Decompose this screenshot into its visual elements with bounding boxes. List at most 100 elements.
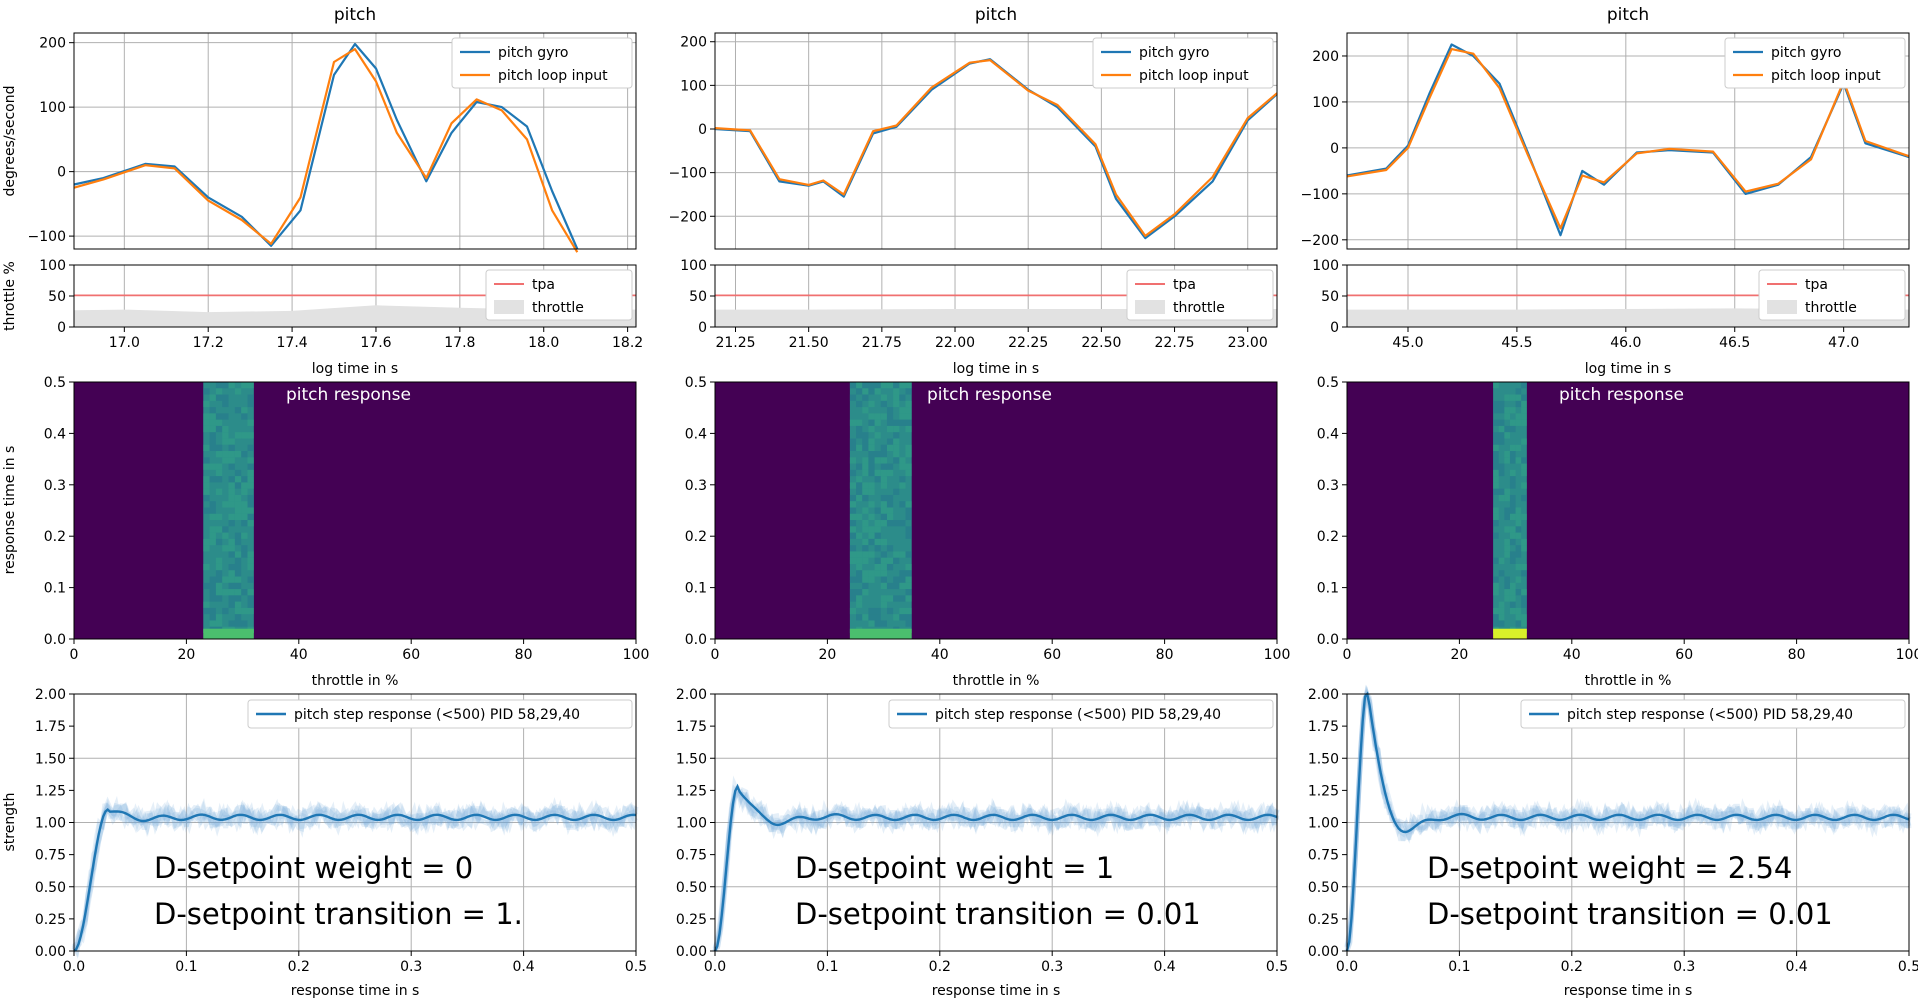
x-tick-label: 22.25 — [1008, 335, 1048, 351]
heatmap-cell — [886, 595, 894, 602]
heatmap-cell — [893, 557, 900, 564]
heatmap-cell — [893, 388, 900, 395]
heatmap-cell — [228, 444, 235, 452]
heatmap-cell — [862, 582, 869, 590]
heatmap-cell — [899, 501, 906, 508]
heatmap-cell — [1509, 482, 1516, 489]
y-tick-label: 1.00 — [676, 816, 707, 832]
heatmap-cell — [234, 451, 242, 458]
heatmap-cell — [222, 589, 229, 596]
x-axis-label: response time in s — [932, 983, 1061, 999]
x-tick-label: 45.0 — [1392, 335, 1423, 351]
heatmap-cell — [234, 595, 242, 602]
heatmap-cell — [886, 501, 894, 508]
heatmap-cell — [241, 620, 248, 627]
heatmap-cell — [1498, 494, 1505, 502]
heatmap-cell — [905, 469, 912, 477]
step-response-line — [73, 807, 637, 952]
heatmap-cell — [215, 488, 223, 495]
heatmap-cell — [1515, 526, 1522, 533]
heatmap-background — [715, 382, 1277, 639]
heatmap-cell — [241, 532, 248, 539]
heatmap-cell — [228, 595, 235, 602]
heatmap-cell — [880, 620, 887, 627]
heatmap-cell — [215, 576, 223, 583]
annotation-transition: D-setpoint transition = 1. — [154, 897, 523, 931]
heatmap-cell — [209, 620, 216, 627]
heatmap-cell — [905, 582, 912, 590]
step-response-line — [713, 783, 1278, 952]
heatmap-cell — [1504, 507, 1510, 514]
y-tick-label: 1.75 — [676, 719, 707, 735]
legend-throttle-label: throttle — [1173, 300, 1225, 316]
heatmap-cell — [215, 451, 223, 458]
heatmap-cell — [1504, 576, 1510, 583]
chart-title: pitch — [334, 5, 376, 25]
heatmap-cell — [905, 425, 912, 433]
heatmap-cell — [1509, 407, 1516, 414]
y-tick-label: 0 — [1330, 320, 1339, 336]
heatmap-cell — [1504, 595, 1510, 602]
heatmap-cell — [222, 526, 229, 533]
heatmap-cell — [209, 526, 216, 533]
heatmap-cell — [1504, 589, 1510, 596]
step-response-spread — [712, 790, 1280, 952]
heatmap-cell — [1504, 425, 1510, 433]
heatmap-cell — [222, 501, 229, 508]
heatmap-cell — [899, 576, 906, 583]
heatmap-cell — [1493, 557, 1499, 564]
x-tick-label: 0.3 — [400, 959, 422, 975]
step-response-spread — [71, 795, 638, 958]
heatmap-cell — [215, 413, 223, 420]
x-tick-label: 60 — [1043, 647, 1061, 663]
heatmap-cell — [1521, 382, 1527, 389]
heatmap-cell — [868, 382, 875, 389]
y-tick-label: 1.75 — [1308, 719, 1339, 735]
step-response-spread — [712, 791, 1280, 952]
heatmap-cell — [1493, 400, 1499, 408]
heatmap-cell — [880, 501, 887, 508]
heatmap-cell — [222, 413, 229, 420]
line-plot-frame — [1346, 32, 1910, 250]
x-tick-label: 0.1 — [1448, 959, 1470, 975]
heatmap-cell — [241, 607, 248, 615]
heatmap-cell — [849, 457, 857, 464]
heatmap-cell — [868, 413, 875, 420]
heatmap-cell — [849, 589, 857, 596]
heatmap-cell — [247, 476, 254, 483]
heatmap-cell — [849, 382, 857, 389]
x-tick-label: 0.3 — [1673, 959, 1695, 975]
step-response-spread — [71, 796, 637, 952]
heatmap-cell — [905, 551, 912, 558]
heatmap-cell — [886, 382, 894, 389]
heatmap-cell — [209, 394, 216, 401]
heatmap-cell — [856, 532, 863, 539]
legend-box — [1092, 37, 1274, 89]
heatmap-cell — [856, 432, 863, 439]
heatmap-cell — [228, 570, 235, 577]
heatmap-cell — [209, 501, 216, 508]
heatmap-cell — [215, 589, 223, 596]
heatmap-cell — [1515, 388, 1522, 395]
heatmap-cell — [849, 469, 857, 477]
heatmap-cell — [1509, 507, 1516, 514]
heatmap-cell — [222, 438, 229, 445]
heatmap-cell — [874, 532, 881, 539]
heatmap-cell — [856, 476, 863, 483]
heatmap-cell — [893, 419, 900, 426]
heatmap-cell — [856, 589, 863, 596]
heatmap-cell — [905, 388, 912, 395]
y-tick-label: 0.5 — [44, 375, 66, 391]
heatmap-cell — [874, 432, 881, 439]
heatmap-cell — [862, 545, 869, 552]
y-tick-label: 100 — [39, 258, 66, 274]
heatmap-cell — [1521, 563, 1527, 571]
heatmap-cell — [1509, 501, 1516, 508]
heatmap-cell — [1504, 582, 1510, 590]
x-tick-label: 0.5 — [1266, 959, 1288, 975]
heatmap-cell — [1515, 444, 1522, 452]
heatmap-cell — [899, 419, 906, 426]
heatmap-cell — [880, 538, 887, 546]
heatmap-cell — [868, 438, 875, 445]
